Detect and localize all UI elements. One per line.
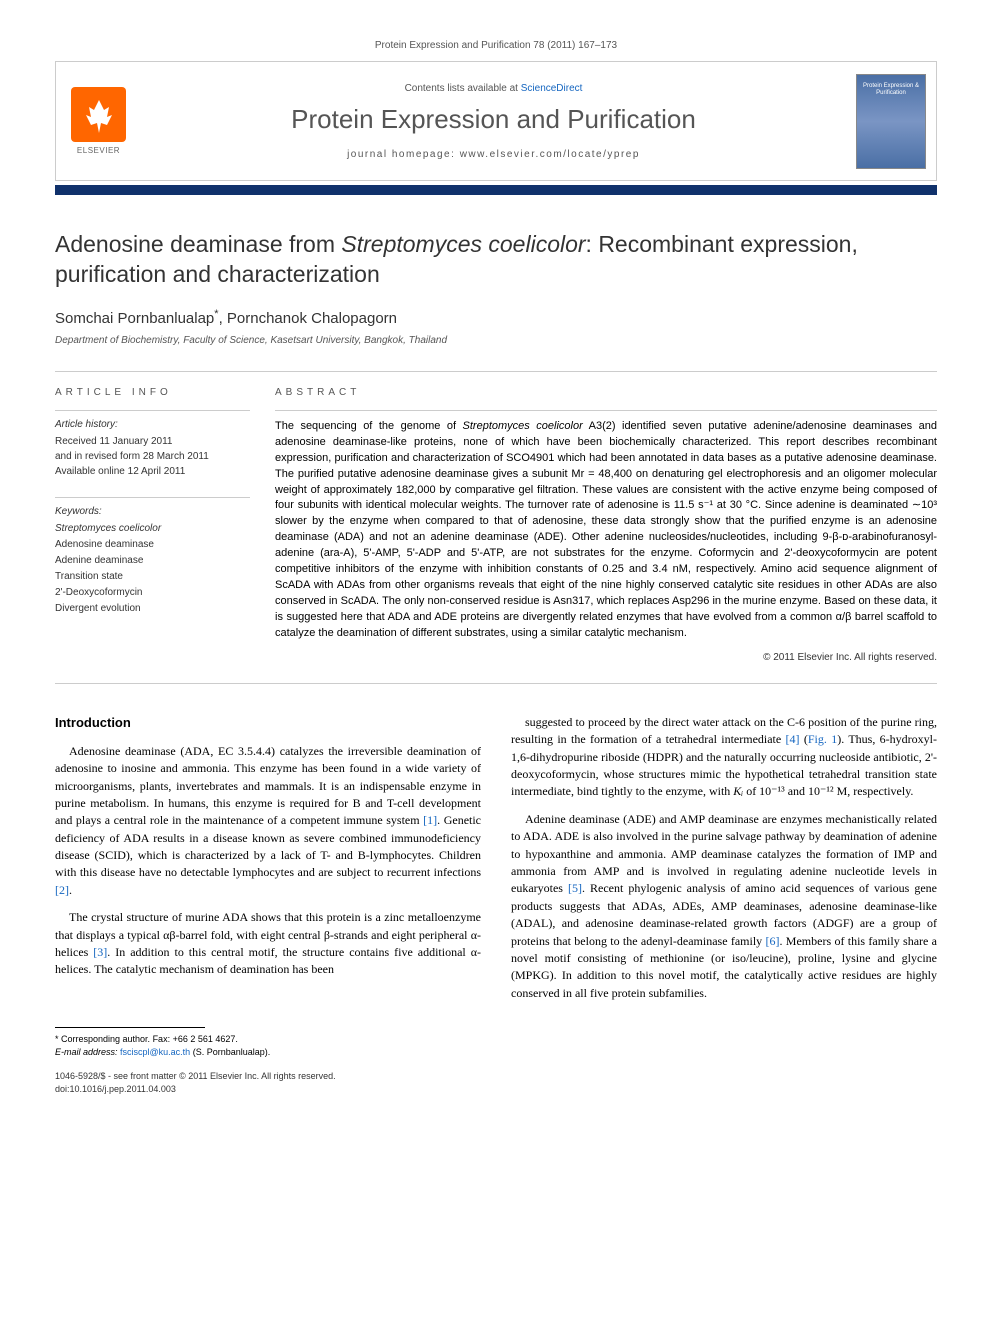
corr-author-line: * Corresponding author. Fax: +66 2 561 4… xyxy=(55,1033,496,1046)
keyword-item: Transition state xyxy=(55,569,250,584)
contents-line: Contents lists available at ScienceDirec… xyxy=(405,83,583,94)
keyword-item: Adenine deaminase xyxy=(55,553,250,568)
sciencedirect-link[interactable]: ScienceDirect xyxy=(521,83,583,94)
email-label: E-mail address: xyxy=(55,1047,120,1057)
elsevier-logo-icon xyxy=(71,87,126,142)
keyword-item: Divergent evolution xyxy=(55,601,250,616)
title-pre: Adenosine deaminase from xyxy=(55,231,341,257)
fig-link-1[interactable]: Fig. 1 xyxy=(808,732,837,746)
issn-line: 1046-5928/$ - see front matter © 2011 El… xyxy=(55,1070,937,1083)
journal-cover-thumbnail: Protein Expression & Purification xyxy=(856,74,926,169)
ref-link-6[interactable]: [6] xyxy=(765,934,779,948)
author-2: , Pornchanok Chalopagorn xyxy=(219,310,397,327)
keyword-item: 2'-Deoxycoformycin xyxy=(55,585,250,600)
footer-divider xyxy=(55,1027,205,1028)
intro-p4: Adenine deaminase (ADE) and AMP deaminas… xyxy=(511,811,937,1002)
title-species: Streptomyces coelicolor xyxy=(341,231,585,257)
authors-line: Somchai Pornbanlualap*, Pornchanok Chalo… xyxy=(55,308,937,327)
article-info-heading: article info xyxy=(55,387,250,398)
history-label: Article history: xyxy=(55,417,250,432)
abs-t2: A3(2) identified seven putative adenine/… xyxy=(275,420,937,639)
ref-link-5[interactable]: [5] xyxy=(568,881,582,895)
abstract-column: abstract The sequencing of the genome of… xyxy=(275,387,937,663)
info-abstract-row: article info Article history: Received 1… xyxy=(55,372,937,683)
ref-link-4[interactable]: [4] xyxy=(786,732,800,746)
email-line: E-mail address: fsciscpl@ku.ac.th (S. Po… xyxy=(55,1046,496,1059)
journal-header: ELSEVIER Contents lists available at Sci… xyxy=(55,61,937,181)
abstract-text: The sequencing of the genome of Streptom… xyxy=(275,419,937,642)
ref-link-3[interactable]: [3] xyxy=(93,945,107,959)
page-container: Protein Expression and Purification 78 (… xyxy=(0,0,992,1126)
journal-title: Protein Expression and Purification xyxy=(291,104,696,135)
publisher-logo-cell: ELSEVIER xyxy=(56,62,141,180)
doi-line: doi:10.1016/j.pep.2011.04.003 xyxy=(55,1083,937,1096)
publisher-label: ELSEVIER xyxy=(77,146,120,155)
abstract-heading: abstract xyxy=(275,387,937,398)
homepage-prefix: journal homepage: xyxy=(347,149,460,160)
corresponding-author-block: * Corresponding author. Fax: +66 2 561 4… xyxy=(55,1027,496,1058)
abs-t1: The sequencing of the genome of xyxy=(275,420,463,432)
body-two-column: Introduction Adenosine deaminase (ADA, E… xyxy=(55,714,937,1002)
homepage-url: www.elsevier.com/locate/yprep xyxy=(460,149,640,160)
author-1: Somchai Pornbanlualap xyxy=(55,310,214,327)
abstract-copyright: © 2011 Elsevier Inc. All rights reserved… xyxy=(275,652,937,663)
cover-cell: Protein Expression & Purification xyxy=(846,62,936,180)
intro-p1: Adenosine deaminase (ADA, EC 3.5.4.4) ca… xyxy=(55,743,481,900)
article-title: Adenosine deaminase from Streptomyces co… xyxy=(55,230,937,290)
email-suffix: (S. Pornbanlualap). xyxy=(190,1047,270,1057)
contents-prefix: Contents lists available at xyxy=(405,83,521,94)
article-history-block: Article history: Received 11 January 201… xyxy=(55,410,250,479)
received-date: Received 11 January 2011 xyxy=(55,434,250,449)
intro-heading: Introduction xyxy=(55,714,481,733)
accent-bar xyxy=(55,185,937,195)
keyword-item: Adenosine deaminase xyxy=(55,537,250,552)
footer-bottom: 1046-5928/$ - see front matter © 2011 El… xyxy=(55,1058,937,1095)
article-info-column: article info Article history: Received 1… xyxy=(55,387,250,663)
email-link[interactable]: fsciscpl@ku.ac.th xyxy=(120,1047,190,1057)
available-date: Available online 12 April 2011 xyxy=(55,464,250,479)
footer-block: * Corresponding author. Fax: +66 2 561 4… xyxy=(55,1027,937,1095)
homepage-line: journal homepage: www.elsevier.com/locat… xyxy=(347,149,640,160)
abs-species: Streptomyces coelicolor xyxy=(463,420,583,432)
intro-p2: The crystal structure of murine ADA show… xyxy=(55,909,481,979)
affiliation: Department of Biochemistry, Faculty of S… xyxy=(55,335,937,346)
keyword-item: Streptomyces coelicolor xyxy=(55,521,250,536)
header-center: Contents lists available at ScienceDirec… xyxy=(141,62,846,180)
divider-bottom xyxy=(55,683,937,684)
keywords-block: Keywords: Streptomyces coelicolor Adenos… xyxy=(55,497,250,616)
revised-date: and in revised form 28 March 2011 xyxy=(55,449,250,464)
intro-p3: suggested to proceed by the direct water… xyxy=(511,714,937,801)
keywords-label: Keywords: xyxy=(55,504,250,519)
ref-link-2[interactable]: [2] xyxy=(55,883,69,897)
ref-link-1[interactable]: [1] xyxy=(423,813,437,827)
citation-line: Protein Expression and Purification 78 (… xyxy=(55,40,937,51)
cover-text: Protein Expression & Purification xyxy=(857,83,925,97)
